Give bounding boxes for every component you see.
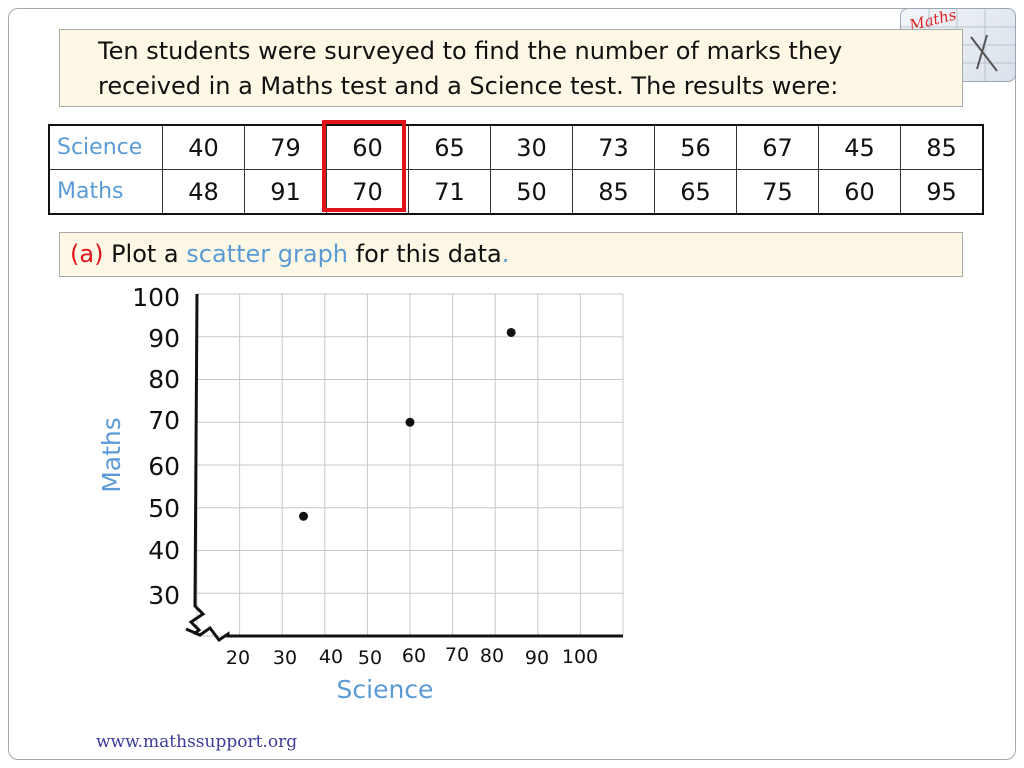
y-axis-label: Maths <box>97 417 126 493</box>
y-axis-line <box>188 293 206 636</box>
scatter-point <box>299 511 308 521</box>
table-cell: 71 <box>408 169 491 215</box>
results-table: Science 40 79 60 65 30 73 56 67 45 85 Ma… <box>48 124 984 215</box>
table-cell: 95 <box>900 169 984 215</box>
table-cell: 65 <box>654 169 737 215</box>
scatter-point <box>506 327 516 337</box>
question-box: (a) Plot a scatter graph for this data. <box>59 232 963 277</box>
question-part-label: (a) <box>70 240 104 268</box>
x-tick-label: 60 <box>402 645 426 667</box>
chart-axes <box>185 293 623 643</box>
x-tick-label: 80 <box>480 645 504 667</box>
table-cell: 30 <box>490 124 573 170</box>
table-cell: 56 <box>654 124 737 170</box>
table-cell: 65 <box>408 124 491 170</box>
x-tick-label: 50 <box>358 647 382 669</box>
y-tick-label: 50 <box>148 494 180 523</box>
row-label: Maths <box>48 169 163 215</box>
y-tick-label: 80 <box>148 365 180 394</box>
footer-url: www.mathssupport.org <box>96 732 298 752</box>
table-cell: 85 <box>900 124 984 170</box>
x-axis-label: Science <box>337 675 434 704</box>
intro-line-1: Ten students were surveyed to find the n… <box>98 37 843 65</box>
table-cell: 75 <box>736 169 819 215</box>
y-tick-labels: 100 90 80 70 60 50 40 30 <box>132 283 180 610</box>
intro-text-box: Ten students were surveyed to find the n… <box>59 29 963 107</box>
x-tick-label: 40 <box>319 646 343 668</box>
question-keyword: scatter graph <box>186 240 349 268</box>
x-tick-label: 20 <box>226 647 250 669</box>
column-highlight-box <box>322 120 406 212</box>
table-cell: 79 <box>244 124 327 170</box>
table-cell: 60 <box>818 169 901 215</box>
maths-row: Maths 48 91 70 71 50 85 65 75 60 95 <box>48 169 984 215</box>
x-tick-labels: 20 30 40 50 60 70 80 90 100 <box>226 644 598 669</box>
y-tick-label: 90 <box>148 324 180 353</box>
table-cell: 40 <box>162 124 245 170</box>
question-period: . <box>501 240 510 268</box>
y-tick-label: 60 <box>148 452 180 481</box>
table-cell: 50 <box>490 169 573 215</box>
table-cell: 45 <box>818 124 901 170</box>
y-tick-label: 70 <box>148 406 180 435</box>
scatter-point <box>405 417 415 427</box>
y-tick-label: 100 <box>132 283 180 312</box>
x-tick-label: 90 <box>525 647 549 669</box>
data-points <box>299 327 516 521</box>
y-tick-label: 40 <box>148 536 180 565</box>
table-cell: 85 <box>572 169 655 215</box>
x-tick-label: 70 <box>445 644 469 666</box>
science-row: Science 40 79 60 65 30 73 56 67 45 85 <box>48 124 984 170</box>
table-cell: 60 <box>326 124 409 170</box>
table-cell: 73 <box>572 124 655 170</box>
y-tick-label: 30 <box>148 581 180 610</box>
x-tick-label: 100 <box>562 646 598 668</box>
chart-grid <box>196 293 624 637</box>
question-text-end: for this data <box>348 240 502 268</box>
x-tick-label: 30 <box>273 647 297 669</box>
x-axis-line <box>185 625 623 643</box>
intro-line-2: received in a Maths test and a Science t… <box>98 72 839 100</box>
table-cell: 48 <box>162 169 245 215</box>
question-text: Plot a <box>103 240 187 268</box>
table-cell: 91 <box>244 169 327 215</box>
